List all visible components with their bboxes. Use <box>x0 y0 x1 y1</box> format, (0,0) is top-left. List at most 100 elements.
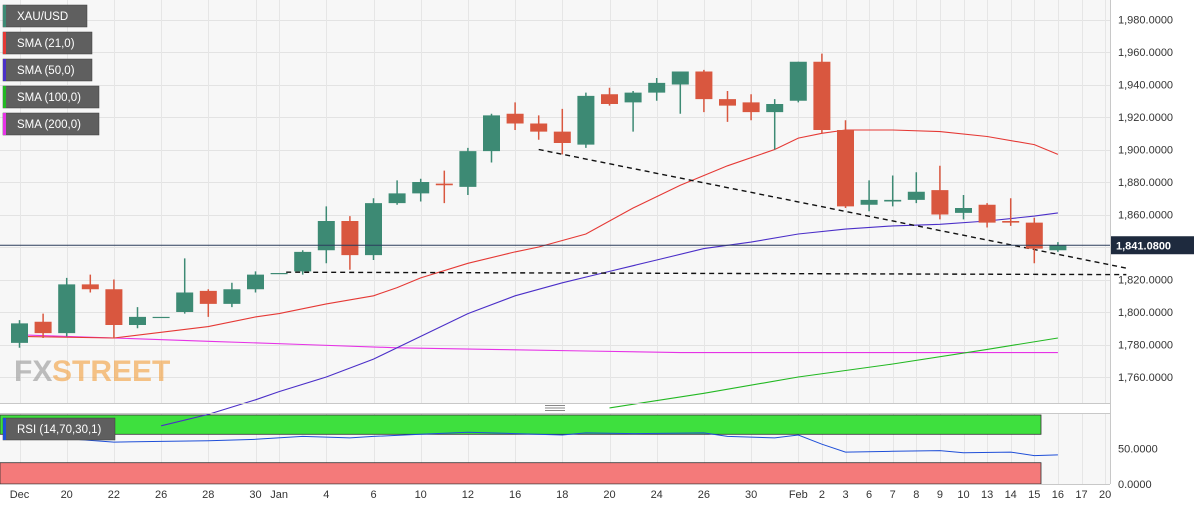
time-tick-label: 24 <box>651 489 663 501</box>
candle-body <box>860 199 878 205</box>
candle <box>483 113 500 163</box>
time-tick-label: 16 <box>1052 489 1064 501</box>
pane-resize-handle[interactable] <box>545 405 565 411</box>
candle-body <box>341 221 359 256</box>
candle <box>789 61 807 103</box>
candle-body <box>129 316 146 325</box>
time-tick-label: 15 <box>1028 489 1040 501</box>
legend-item: SMA (200,0) <box>2 112 100 136</box>
candle <box>105 279 123 338</box>
candle-body <box>624 92 642 103</box>
candle <box>648 78 666 101</box>
candle <box>719 91 736 122</box>
candle <box>624 91 642 132</box>
time-tick-label: 6 <box>370 489 376 501</box>
legend-label: XAU/USD <box>17 11 68 23</box>
candle <box>671 71 689 114</box>
candle <box>223 282 241 308</box>
candle <box>884 175 902 207</box>
candle <box>365 198 382 260</box>
watermark: FX STREET <box>14 355 170 388</box>
candle <box>1025 217 1043 264</box>
candle-body <box>176 292 194 312</box>
last-price-marker: 1,841.0800 <box>0 236 1194 255</box>
time-tick-label: 10 <box>957 489 969 501</box>
candle-body <box>766 104 784 113</box>
rsi-indicator <box>19 431 1058 457</box>
main-plot-area <box>0 0 1110 403</box>
candle-body <box>105 289 123 325</box>
legend-swatch <box>3 5 6 27</box>
rsi-oversold-zone <box>0 462 1042 485</box>
candle <box>766 99 784 150</box>
price-tick-label: 1,940.0000 <box>1118 80 1173 92</box>
candle <box>1002 198 1020 226</box>
rsi-legend-swatch <box>3 418 6 440</box>
candle <box>459 147 477 195</box>
candle-body <box>530 123 548 132</box>
candle-body <box>978 204 996 223</box>
candle-body <box>11 323 28 343</box>
candle <box>695 69 713 113</box>
sma50-line <box>160 212 1058 427</box>
candle-body <box>483 115 500 152</box>
candle <box>270 273 288 275</box>
legend-label: SMA (100,0) <box>17 92 81 104</box>
legend-item: SMA (100,0) <box>2 85 100 109</box>
candle <box>577 92 595 148</box>
time-axis: Dec 20 22 26 28 30 Jan 4 6 10 12 16 18 20 24 26 30 Feb 2 3 6… <box>10 489 1112 501</box>
candle <box>58 277 76 337</box>
candle <box>317 206 335 264</box>
time-tick-label: 22 <box>108 489 120 501</box>
candle-body <box>1049 245 1067 251</box>
legend-swatch <box>3 86 6 108</box>
time-tick-label: 17 <box>1075 489 1087 501</box>
candle-body <box>152 316 170 319</box>
time-tick-label: Jan <box>270 489 288 501</box>
legend: XAU/USD SMA (21,0) SMA (50,0) SMA (100,0) SM… <box>2 4 100 136</box>
candle-body <box>365 203 382 256</box>
last-price-badge <box>1111 236 1194 255</box>
candle <box>955 195 972 220</box>
price-tick-label: 1,880.0000 <box>1118 177 1173 189</box>
candle-body <box>695 71 713 100</box>
price-tick-label: 1,800.0000 <box>1118 307 1173 319</box>
candle-body <box>931 190 949 215</box>
time-tick-label: 20 <box>603 489 615 501</box>
candle-body <box>388 193 406 204</box>
candle <box>129 307 146 329</box>
time-tick-label: 14 <box>1005 489 1017 501</box>
candle-body <box>199 290 217 304</box>
candle-body <box>577 95 595 145</box>
candle-body <box>601 94 618 104</box>
candle <box>81 274 99 293</box>
time-tick-label: 12 <box>462 489 474 501</box>
time-tick-label: 20 <box>1099 489 1111 501</box>
candle <box>11 320 28 348</box>
candle-body <box>294 251 312 272</box>
price-tick-label: 1,780.0000 <box>1118 340 1173 352</box>
legend-item: XAU/USD <box>2 4 88 28</box>
legend-swatch <box>3 113 6 135</box>
rsi-legend-label: RSI (14,70,30,1) <box>17 424 102 436</box>
time-tick-label: 26 <box>155 489 167 501</box>
rsi-tick-label: 0.0000 <box>1118 479 1152 491</box>
candle <box>176 258 194 314</box>
candle <box>341 216 359 270</box>
time-tick-label: 6 <box>866 489 872 501</box>
rsi-tick-label: 50.0000 <box>1118 444 1158 456</box>
candle-body <box>671 71 689 85</box>
candle <box>247 271 264 293</box>
legend-item: SMA (50,0) <box>2 58 93 82</box>
time-tick-label: 26 <box>698 489 710 501</box>
candle <box>931 165 949 220</box>
price-tick-label: 1,860.0000 <box>1118 210 1173 222</box>
candle-body <box>907 191 925 200</box>
candle-body <box>58 284 76 334</box>
candle-body <box>837 130 854 207</box>
legend-item: SMA (21,0) <box>2 31 93 55</box>
last-price-label: 1,841.0800 <box>1116 241 1171 253</box>
rsi-line <box>19 431 1058 457</box>
